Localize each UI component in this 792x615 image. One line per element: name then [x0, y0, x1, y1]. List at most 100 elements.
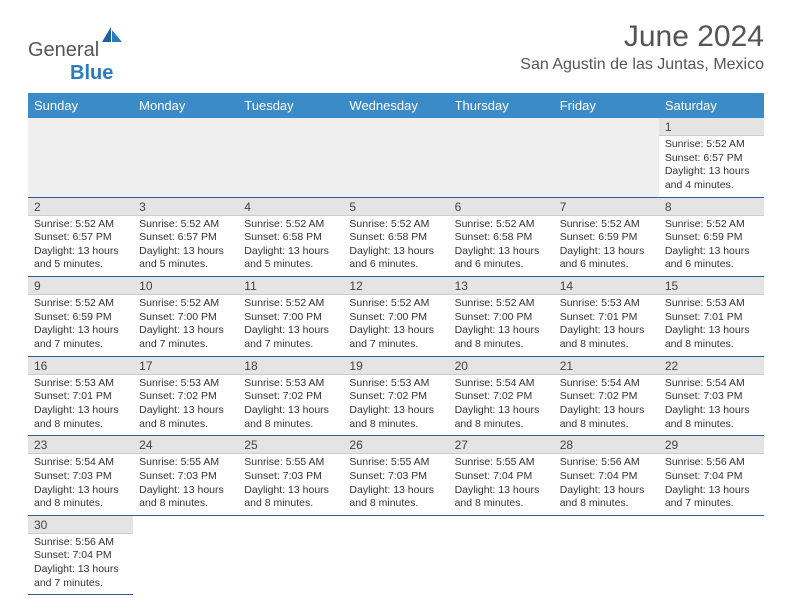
day-body: Sunrise: 5:53 AMSunset: 7:02 PMDaylight:…: [343, 375, 448, 436]
day-number: 6: [449, 198, 554, 216]
month-title: June 2024: [520, 20, 764, 54]
day-number: 14: [554, 277, 659, 295]
day-number: 5: [343, 198, 448, 216]
week-row: 1Sunrise: 5:52 AMSunset: 6:57 PMDaylight…: [28, 118, 764, 197]
day-number: 10: [133, 277, 238, 295]
day-number: 16: [28, 357, 133, 375]
logo: GeneralBlue: [28, 26, 123, 85]
day-body: Sunrise: 5:54 AMSunset: 7:02 PMDaylight:…: [449, 375, 554, 436]
empty-cell: [659, 515, 764, 595]
week-row: 2Sunrise: 5:52 AMSunset: 6:57 PMDaylight…: [28, 197, 764, 277]
day-body: Sunrise: 5:53 AMSunset: 7:01 PMDaylight:…: [554, 295, 659, 356]
day-cell: 14Sunrise: 5:53 AMSunset: 7:01 PMDayligh…: [554, 277, 659, 357]
day-cell: 23Sunrise: 5:54 AMSunset: 7:03 PMDayligh…: [28, 436, 133, 516]
day-number: 26: [343, 436, 448, 454]
day-body: Sunrise: 5:55 AMSunset: 7:04 PMDaylight:…: [449, 454, 554, 515]
day-body: Sunrise: 5:52 AMSunset: 6:59 PMDaylight:…: [28, 295, 133, 356]
day-number: 1: [659, 118, 764, 136]
day-body: Sunrise: 5:53 AMSunset: 7:02 PMDaylight:…: [238, 375, 343, 436]
day-header-row: Sunday Monday Tuesday Wednesday Thursday…: [28, 93, 764, 118]
day-cell: 20Sunrise: 5:54 AMSunset: 7:02 PMDayligh…: [449, 356, 554, 436]
day-body: Sunrise: 5:52 AMSunset: 6:57 PMDaylight:…: [133, 216, 238, 277]
day-body: Sunrise: 5:54 AMSunset: 7:03 PMDaylight:…: [28, 454, 133, 515]
week-row: 23Sunrise: 5:54 AMSunset: 7:03 PMDayligh…: [28, 436, 764, 516]
day-number: 29: [659, 436, 764, 454]
day-number: 30: [28, 516, 133, 534]
day-cell: 9Sunrise: 5:52 AMSunset: 6:59 PMDaylight…: [28, 277, 133, 357]
day-number: 20: [449, 357, 554, 375]
day-cell: 26Sunrise: 5:55 AMSunset: 7:03 PMDayligh…: [343, 436, 448, 516]
day-cell: 1Sunrise: 5:52 AMSunset: 6:57 PMDaylight…: [659, 118, 764, 197]
day-cell: 28Sunrise: 5:56 AMSunset: 7:04 PMDayligh…: [554, 436, 659, 516]
day-number: 22: [659, 357, 764, 375]
day-number: 12: [343, 277, 448, 295]
week-row: 30Sunrise: 5:56 AMSunset: 7:04 PMDayligh…: [28, 515, 764, 595]
title-block: June 2024 San Agustin de las Juntas, Mex…: [520, 20, 764, 74]
day-cell: 2Sunrise: 5:52 AMSunset: 6:57 PMDaylight…: [28, 197, 133, 277]
day-header: Saturday: [659, 93, 764, 118]
day-number: 13: [449, 277, 554, 295]
day-number: 18: [238, 357, 343, 375]
week-row: 9Sunrise: 5:52 AMSunset: 6:59 PMDaylight…: [28, 277, 764, 357]
day-body: Sunrise: 5:53 AMSunset: 7:01 PMDaylight:…: [659, 295, 764, 356]
day-body: Sunrise: 5:55 AMSunset: 7:03 PMDaylight:…: [133, 454, 238, 515]
day-number: 24: [133, 436, 238, 454]
day-cell: 29Sunrise: 5:56 AMSunset: 7:04 PMDayligh…: [659, 436, 764, 516]
day-body: Sunrise: 5:52 AMSunset: 7:00 PMDaylight:…: [238, 295, 343, 356]
day-header: Sunday: [28, 93, 133, 118]
day-number: 8: [659, 198, 764, 216]
empty-cell: [554, 118, 659, 197]
empty-cell: [28, 118, 133, 197]
location: San Agustin de las Juntas, Mexico: [520, 56, 764, 74]
day-cell: 15Sunrise: 5:53 AMSunset: 7:01 PMDayligh…: [659, 277, 764, 357]
logo-text-2: Blue: [70, 62, 113, 84]
day-body: Sunrise: 5:52 AMSunset: 6:57 PMDaylight:…: [28, 216, 133, 277]
day-body: Sunrise: 5:54 AMSunset: 7:02 PMDaylight:…: [554, 375, 659, 436]
day-number: 15: [659, 277, 764, 295]
day-cell: 17Sunrise: 5:53 AMSunset: 7:02 PMDayligh…: [133, 356, 238, 436]
day-body: Sunrise: 5:52 AMSunset: 6:59 PMDaylight:…: [554, 216, 659, 277]
empty-cell: [343, 118, 448, 197]
day-header: Tuesday: [238, 93, 343, 118]
day-header: Friday: [554, 93, 659, 118]
day-number: 17: [133, 357, 238, 375]
empty-cell: [133, 515, 238, 595]
day-body: Sunrise: 5:55 AMSunset: 7:03 PMDaylight:…: [343, 454, 448, 515]
day-header: Thursday: [449, 93, 554, 118]
day-cell: 24Sunrise: 5:55 AMSunset: 7:03 PMDayligh…: [133, 436, 238, 516]
day-body: Sunrise: 5:56 AMSunset: 7:04 PMDaylight:…: [659, 454, 764, 515]
day-number: 25: [238, 436, 343, 454]
day-header: Monday: [133, 93, 238, 118]
day-cell: 21Sunrise: 5:54 AMSunset: 7:02 PMDayligh…: [554, 356, 659, 436]
day-number: 11: [238, 277, 343, 295]
day-cell: 30Sunrise: 5:56 AMSunset: 7:04 PMDayligh…: [28, 515, 133, 595]
sail-icon: [101, 26, 123, 44]
week-row: 16Sunrise: 5:53 AMSunset: 7:01 PMDayligh…: [28, 356, 764, 436]
day-body: Sunrise: 5:53 AMSunset: 7:02 PMDaylight:…: [133, 375, 238, 436]
day-number: 2: [28, 198, 133, 216]
day-body: Sunrise: 5:52 AMSunset: 6:58 PMDaylight:…: [238, 216, 343, 277]
day-cell: 16Sunrise: 5:53 AMSunset: 7:01 PMDayligh…: [28, 356, 133, 436]
day-number: 19: [343, 357, 448, 375]
header: GeneralBlue June 2024 San Agustin de las…: [28, 20, 764, 85]
day-cell: 12Sunrise: 5:52 AMSunset: 7:00 PMDayligh…: [343, 277, 448, 357]
logo-text-1: General: [28, 39, 99, 61]
day-cell: 18Sunrise: 5:53 AMSunset: 7:02 PMDayligh…: [238, 356, 343, 436]
day-body: Sunrise: 5:54 AMSunset: 7:03 PMDaylight:…: [659, 375, 764, 436]
day-number: 9: [28, 277, 133, 295]
day-cell: 19Sunrise: 5:53 AMSunset: 7:02 PMDayligh…: [343, 356, 448, 436]
empty-cell: [238, 515, 343, 595]
page: GeneralBlue June 2024 San Agustin de las…: [0, 0, 792, 615]
logo-text: GeneralBlue: [28, 26, 123, 85]
day-number: 3: [133, 198, 238, 216]
day-body: Sunrise: 5:52 AMSunset: 6:59 PMDaylight:…: [659, 216, 764, 277]
day-cell: 11Sunrise: 5:52 AMSunset: 7:00 PMDayligh…: [238, 277, 343, 357]
day-cell: 10Sunrise: 5:52 AMSunset: 7:00 PMDayligh…: [133, 277, 238, 357]
day-body: Sunrise: 5:53 AMSunset: 7:01 PMDaylight:…: [28, 375, 133, 436]
day-cell: 4Sunrise: 5:52 AMSunset: 6:58 PMDaylight…: [238, 197, 343, 277]
day-body: Sunrise: 5:52 AMSunset: 7:00 PMDaylight:…: [343, 295, 448, 356]
empty-cell: [554, 515, 659, 595]
day-body: Sunrise: 5:52 AMSunset: 6:58 PMDaylight:…: [449, 216, 554, 277]
empty-cell: [449, 515, 554, 595]
day-number: 21: [554, 357, 659, 375]
